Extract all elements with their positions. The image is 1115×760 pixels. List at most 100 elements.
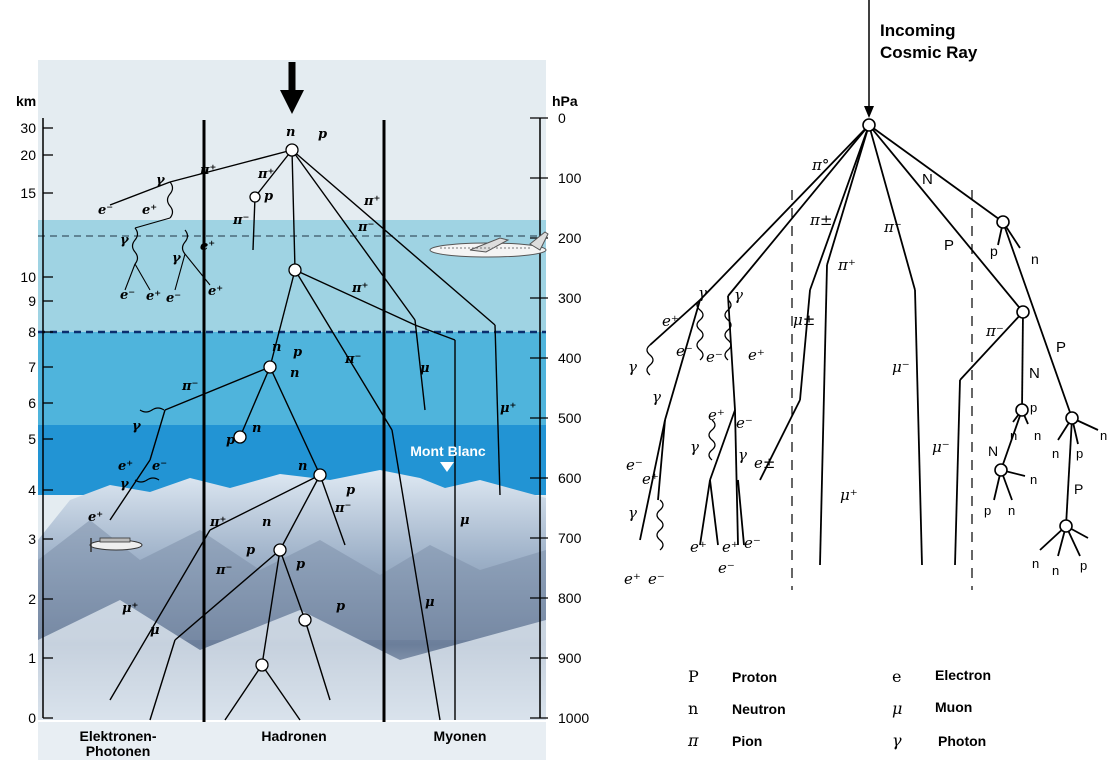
svg-text:γ: γ xyxy=(652,388,661,406)
svg-text:n: n xyxy=(1052,563,1059,578)
svg-text:e⁻: e⁻ xyxy=(98,203,113,218)
svg-text:e⁻: e⁻ xyxy=(120,288,135,303)
column-header-bar xyxy=(38,722,546,760)
svg-text:π⁻: π⁻ xyxy=(883,218,902,236)
svg-text:n: n xyxy=(1008,503,1015,518)
valley-snow xyxy=(38,600,546,720)
svg-text:p: p xyxy=(296,557,305,572)
svg-text:n: n xyxy=(252,421,261,436)
small-airplane-illustration xyxy=(89,537,143,552)
km-tick-label: 6 xyxy=(28,395,36,411)
legend-symbol-pion: π xyxy=(687,731,699,750)
svg-text:μ⁻: μ⁻ xyxy=(892,358,910,376)
svg-text:p: p xyxy=(264,189,273,204)
svg-text:n: n xyxy=(1032,556,1039,571)
svg-text:e⁺: e⁺ xyxy=(748,346,765,364)
svg-text:γ: γ xyxy=(690,438,699,456)
svg-text:p: p xyxy=(293,345,302,360)
svg-text:e⁺: e⁺ xyxy=(200,239,215,254)
hpa-tick-label: 100 xyxy=(558,170,582,186)
svg-text:N: N xyxy=(988,443,998,459)
svg-text:P: P xyxy=(1056,339,1066,356)
svg-text:π⁻: π⁻ xyxy=(232,213,249,228)
legend-symbol-proton: P xyxy=(688,667,699,686)
hpa-tick-label: 400 xyxy=(558,350,582,366)
svg-text:μ⁺: μ⁺ xyxy=(840,486,858,504)
km-tick-label: 15 xyxy=(20,185,36,201)
svg-text:p: p xyxy=(1030,400,1037,415)
svg-text:π⁺: π⁺ xyxy=(257,167,274,182)
svg-text:n: n xyxy=(1100,428,1107,443)
cascade-particle-labels: π° π± π⁻ π⁺ N P p n π⁻ P N p n n N n p n… xyxy=(624,156,1107,588)
svg-text:e⁺: e⁺ xyxy=(146,289,161,304)
svg-text:e⁻: e⁻ xyxy=(152,459,167,474)
svg-text:π⁺: π⁺ xyxy=(837,256,856,274)
svg-text:p: p xyxy=(246,543,255,558)
svg-text:π⁻: π⁻ xyxy=(357,220,374,235)
incoming-ray-arrowhead xyxy=(864,106,874,118)
km-tick-label: 8 xyxy=(28,324,36,340)
legend-symbol-muon: μ xyxy=(892,699,902,718)
svg-text:e⁻: e⁻ xyxy=(648,570,665,588)
hpa-tick-label: 200 xyxy=(558,230,582,246)
hpa-tick-label: 700 xyxy=(558,530,582,546)
cascade-tracks xyxy=(639,124,1099,566)
svg-text:N: N xyxy=(1029,365,1040,382)
svg-text:μ⁺: μ⁺ xyxy=(500,401,516,416)
svg-text:e⁺: e⁺ xyxy=(722,538,739,556)
km-tick-label: 20 xyxy=(20,147,36,163)
svg-text:γ: γ xyxy=(628,358,637,376)
cascade-diagram: Incoming Cosmic Ray xyxy=(624,0,1107,750)
svg-text:μ⁺: μ⁺ xyxy=(122,601,138,616)
km-tick-label: 3 xyxy=(28,531,36,547)
svg-text:n: n xyxy=(1010,428,1017,443)
svg-text:μ: μ xyxy=(420,361,430,376)
svg-text:π⁺: π⁺ xyxy=(209,515,226,530)
svg-text:π⁻: π⁻ xyxy=(181,379,198,394)
svg-text:n: n xyxy=(1031,251,1039,267)
svg-text:e⁺: e⁺ xyxy=(708,406,725,424)
svg-text:P: P xyxy=(1074,481,1083,497)
svg-text:γ: γ xyxy=(156,173,166,188)
km-tick-label: 2 xyxy=(28,591,36,607)
km-axis-unit: km xyxy=(16,93,36,109)
svg-text:n: n xyxy=(286,125,295,140)
svg-text:e⁺: e⁺ xyxy=(142,203,157,218)
left-shower-tracks xyxy=(109,149,501,721)
left-photon-waves xyxy=(131,181,189,483)
svg-text:μ⁻: μ⁻ xyxy=(932,438,950,456)
svg-text:n: n xyxy=(1052,446,1059,461)
svg-text:γ: γ xyxy=(628,504,637,522)
column-label-hadronen: Hadronen xyxy=(261,728,326,744)
svg-text:p: p xyxy=(990,243,998,259)
legend: P Proton n Neutron π Pion e Electron μ M… xyxy=(687,667,991,750)
left-vertices xyxy=(233,143,327,672)
sky-band-1 xyxy=(38,220,546,332)
incoming-cosmic-ray-title-line1: Incoming xyxy=(880,21,956,40)
mountain-ridge xyxy=(38,520,546,640)
svg-text:γ: γ xyxy=(120,233,130,248)
column-label-photonen: Photonen xyxy=(86,743,151,759)
svg-text:e⁺: e⁺ xyxy=(208,284,223,299)
svg-text:π⁺: π⁺ xyxy=(351,281,368,296)
legend-name-proton: Proton xyxy=(732,669,777,685)
cascade-primary-vertex xyxy=(862,118,876,132)
km-tick-label: 4 xyxy=(28,482,36,498)
mont-blanc-label: Mont Blanc xyxy=(410,443,486,459)
hpa-tick-label: 800 xyxy=(558,590,582,606)
svg-text:n: n xyxy=(272,340,281,355)
svg-text:e⁺: e⁺ xyxy=(118,459,133,474)
svg-text:e⁺: e⁺ xyxy=(624,570,641,588)
svg-text:n: n xyxy=(262,515,271,530)
hpa-tick-label: 900 xyxy=(558,650,582,666)
svg-text:e⁺: e⁺ xyxy=(642,470,659,488)
svg-text:μ±: μ± xyxy=(793,311,815,329)
svg-text:p: p xyxy=(336,599,345,614)
legend-name-muon: Muon xyxy=(935,699,972,715)
svg-text:π⁻: π⁻ xyxy=(334,501,351,516)
svg-text:e⁻: e⁻ xyxy=(166,291,181,306)
svg-text:π⁻: π⁻ xyxy=(344,352,361,367)
hpa-tick-label: 600 xyxy=(558,470,582,486)
svg-text:p: p xyxy=(346,483,355,498)
